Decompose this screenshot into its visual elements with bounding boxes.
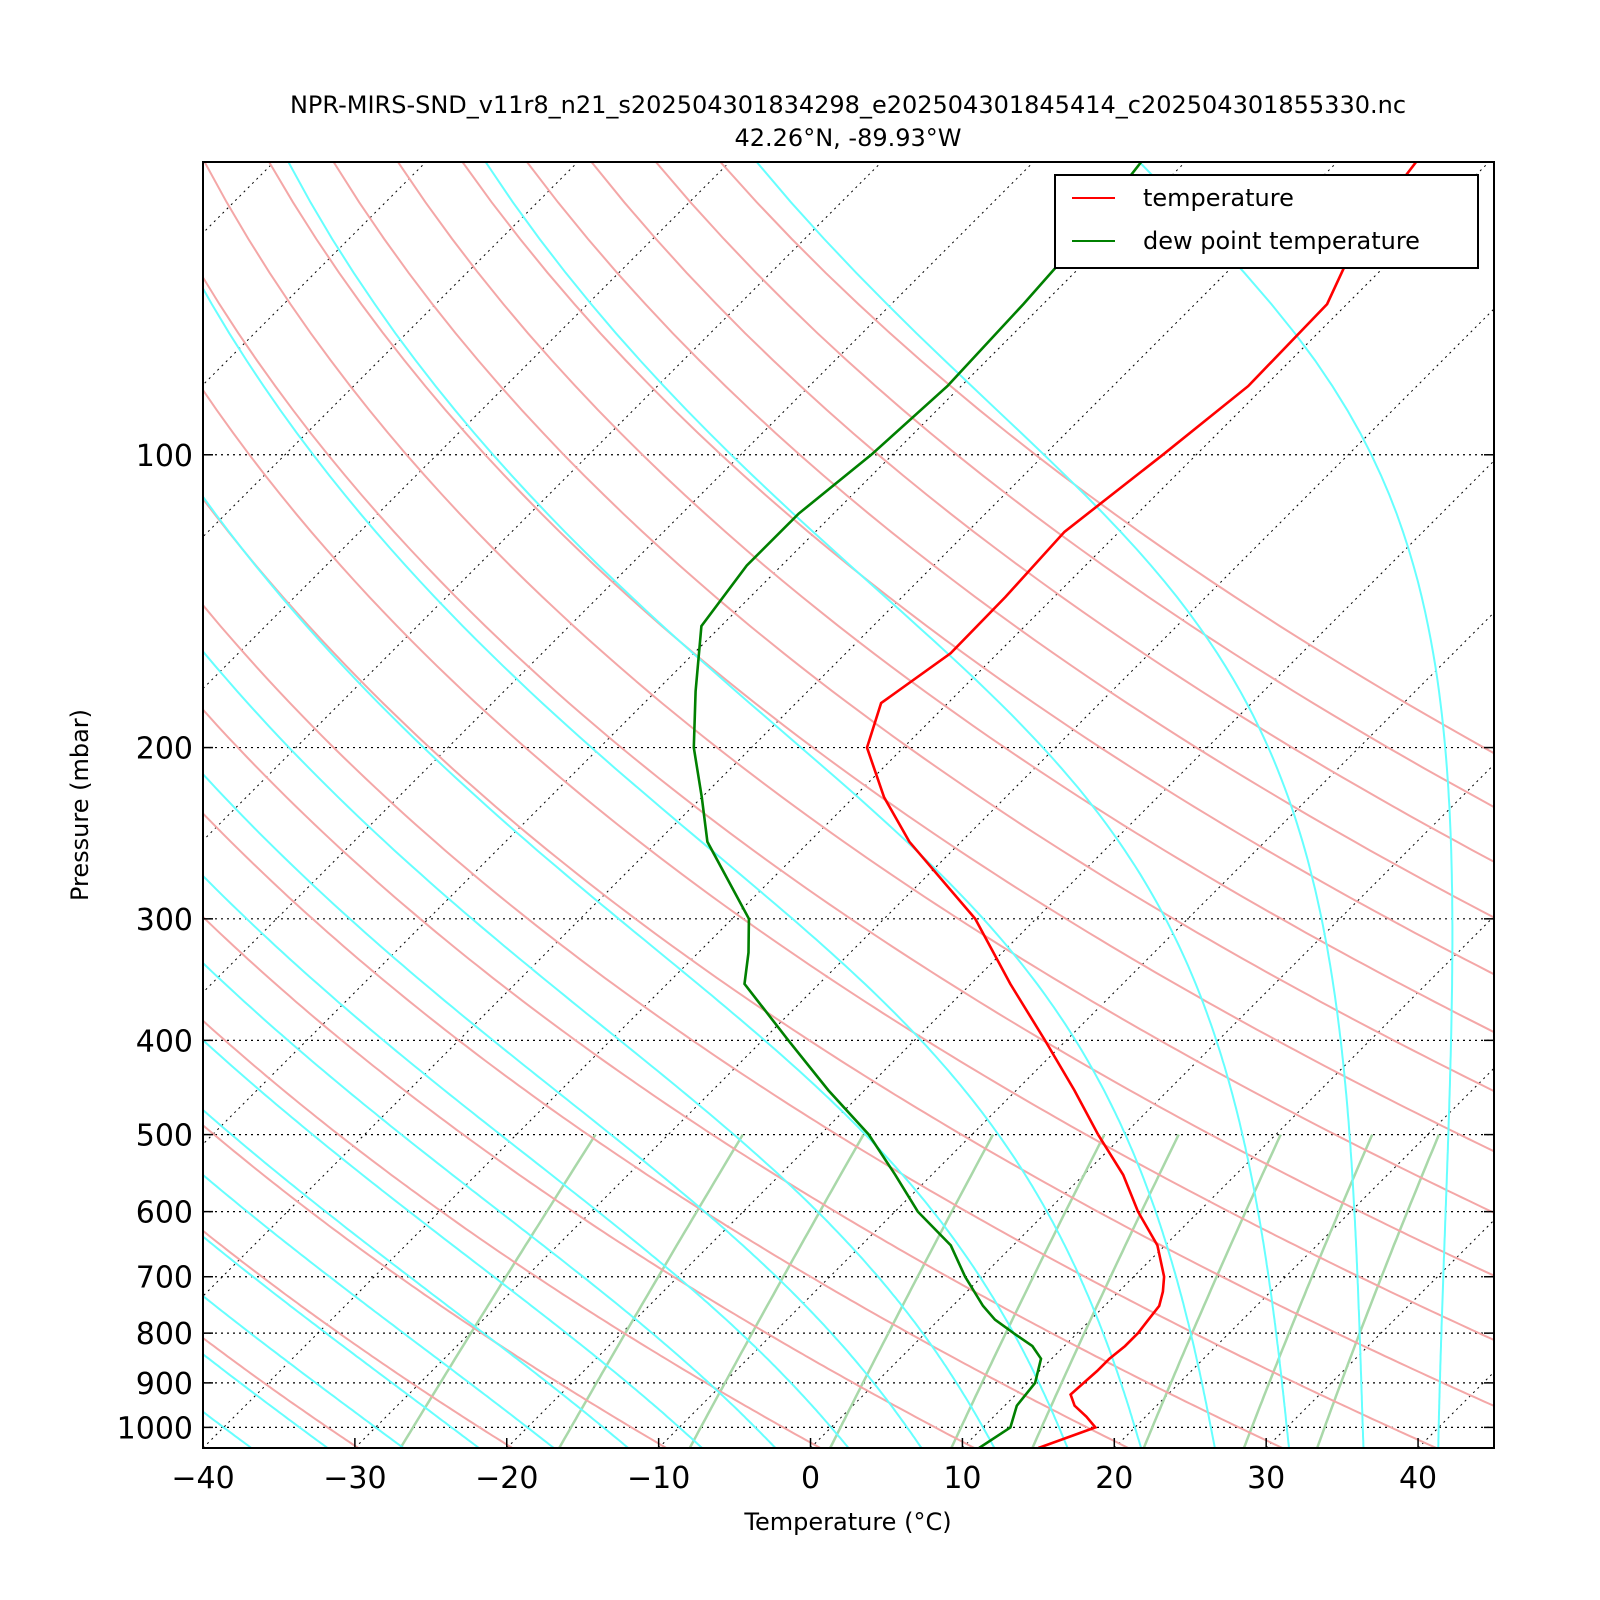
isotherm-gridline <box>1570 162 1600 1448</box>
moist-adiabat <box>203 1108 629 1448</box>
dry-adiabat <box>203 1019 821 1448</box>
y-tick-label: 600 <box>136 1196 193 1231</box>
dry-adiabat <box>655 162 1494 809</box>
mixing-ratio-line <box>1316 1134 1441 1448</box>
dry-adiabat <box>526 162 1494 919</box>
moist-adiabat <box>203 1294 405 1448</box>
x-tick-label: −40 <box>171 1461 234 1496</box>
x-tick-label: −10 <box>627 1461 690 1496</box>
y-tick-label: 1000 <box>117 1411 193 1446</box>
dry-adiabat <box>397 162 1494 1034</box>
dry-adiabat <box>203 812 1129 1448</box>
moist-adiabat <box>484 162 1290 1448</box>
dewpoint-profile <box>692 162 1143 1448</box>
moist-adiabat <box>203 649 996 1448</box>
chart-title: NPR-MIRS-SND_v11r8_n21_s202504301834298_… <box>290 91 1406 119</box>
isotherm-gridline <box>203 162 427 386</box>
mixing-ratio-line <box>688 1133 865 1448</box>
dry-adiabat <box>203 1336 359 1448</box>
moist-adiabat <box>203 772 923 1448</box>
temperature-profile <box>865 162 1418 1448</box>
x-tick-label: 20 <box>1095 1461 1133 1496</box>
moist-adiabat <box>203 1038 703 1448</box>
dry-adiabat <box>590 162 1494 863</box>
y-tick-label: 300 <box>136 903 193 938</box>
isotherm-gridline <box>962 915 1494 1448</box>
y-tick-label: 500 <box>136 1119 193 1154</box>
dry-adiabat <box>203 275 1494 1277</box>
moist-adiabat <box>203 1410 252 1448</box>
dry-adiabat <box>203 708 1283 1448</box>
isotherm-gridline <box>0 162 122 1448</box>
mixing-ratio-line <box>950 1134 1106 1448</box>
y-tick-label: 400 <box>136 1024 193 1059</box>
dry-adiabat <box>461 162 1494 976</box>
x-tick-label: 10 <box>943 1461 981 1496</box>
background-lines <box>0 162 1600 1448</box>
isotherm-gridline <box>658 611 1494 1448</box>
isotherm-gridline <box>203 162 1490 1448</box>
moist-adiabat <box>203 961 777 1448</box>
isotherm-gridline <box>1417 1371 1494 1448</box>
dry-adiabat <box>203 388 1494 1342</box>
x-tick-label: 40 <box>1399 1461 1437 1496</box>
moist-adiabat <box>203 874 850 1448</box>
dry-adiabat <box>203 603 1437 1448</box>
mixing-ratio-line <box>1142 1134 1282 1448</box>
moist-adiabat <box>203 1173 555 1448</box>
dry-adiabat <box>203 1229 513 1448</box>
dry-adiabat <box>203 1445 205 1448</box>
dry-adiabat <box>332 162 1494 1093</box>
skewed-isotherms <box>0 162 1600 1448</box>
x-axis-label: Temperature (°C) <box>743 1508 951 1536</box>
dry-adiabat <box>268 162 1494 1153</box>
axis-ticks: −40 −30 −20 −10 0 10 20 30 40 100 200 300 400 500 600 7… <box>117 439 1494 1496</box>
x-tick-label: 30 <box>1247 1461 1285 1496</box>
mixing-ratio-line <box>399 1133 597 1448</box>
legend-dewpoint-label: dew point temperature <box>1143 227 1420 255</box>
y-tick-label: 900 <box>136 1367 193 1402</box>
dry-adiabat <box>203 162 1494 1214</box>
y-tick-label: 700 <box>136 1261 193 1296</box>
moist-adiabat <box>203 1352 329 1448</box>
dry-adiabat <box>203 497 1494 1407</box>
dry-adiabats <box>0 162 1494 1448</box>
legend-temperature-label: temperature <box>1143 184 1294 212</box>
moist-adiabat <box>1513 162 1600 1448</box>
moist-adiabat <box>1138 162 1454 1448</box>
moist-adiabat <box>287 162 1216 1448</box>
dry-adiabat <box>203 1124 667 1448</box>
legend: temperature dew point temperature <box>1054 174 1479 269</box>
plot-frame <box>202 161 1495 1449</box>
x-tick-label: 0 <box>801 1461 820 1496</box>
isotherm-gridline <box>203 162 882 842</box>
moist-adiabat <box>203 1235 480 1448</box>
mixing-ratio-line <box>1031 1134 1180 1448</box>
x-tick-label: −30 <box>323 1461 386 1496</box>
y-tick-label: 200 <box>136 732 193 767</box>
mixing-ratio-line <box>1242 1134 1374 1448</box>
y-tick-label: 800 <box>136 1317 193 1352</box>
legend-box <box>1054 174 1479 269</box>
dry-adiabat <box>0 162 50 1448</box>
chart-subtitle: 42.26°N, -89.93°W <box>734 124 961 152</box>
moist-adiabat <box>203 495 1069 1448</box>
isotherm-gridline <box>203 162 1034 994</box>
grid-lines <box>203 454 1494 1428</box>
y-tick-label: 100 <box>136 439 193 474</box>
moist-adiabat <box>203 286 1142 1448</box>
x-tick-label: −20 <box>475 1461 538 1496</box>
moist-adiabat <box>755 162 1365 1448</box>
moist-adiabats <box>203 162 1600 1448</box>
data-series <box>692 162 1418 1448</box>
y-axis-label: Pressure (mbar) <box>66 709 94 901</box>
dry-adiabat <box>203 915 975 1448</box>
